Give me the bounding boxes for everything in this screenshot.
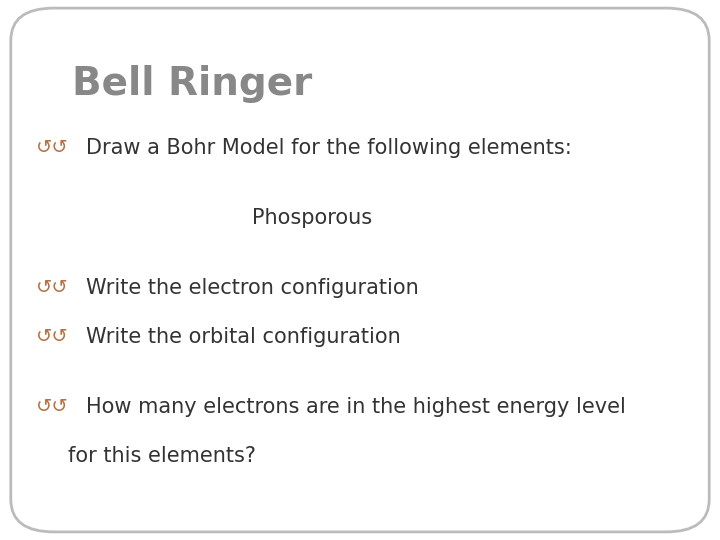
Text: ↺↺: ↺↺ <box>36 327 68 346</box>
Text: Draw a Bohr Model for the following elements:: Draw a Bohr Model for the following elem… <box>86 138 572 158</box>
Text: ↺↺: ↺↺ <box>36 278 68 297</box>
Text: Phosporous: Phosporous <box>252 208 372 228</box>
Text: Write the orbital configuration: Write the orbital configuration <box>86 327 401 347</box>
Text: ↺↺: ↺↺ <box>36 397 68 416</box>
FancyBboxPatch shape <box>11 8 709 532</box>
Text: for this elements?: for this elements? <box>68 446 256 465</box>
Text: Write the electron configuration: Write the electron configuration <box>86 278 419 298</box>
Text: Bell Ringer: Bell Ringer <box>72 65 312 103</box>
Text: ↺↺: ↺↺ <box>36 138 68 157</box>
Text: How many electrons are in the highest energy level: How many electrons are in the highest en… <box>86 397 626 417</box>
